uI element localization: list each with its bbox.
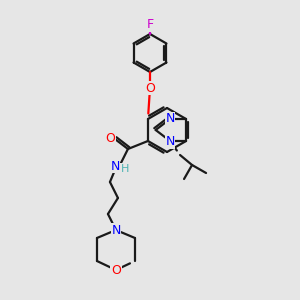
Text: O: O (105, 131, 115, 145)
Text: F: F (146, 19, 154, 32)
Text: N: N (111, 224, 121, 236)
Text: H: H (121, 164, 129, 174)
Text: N: N (165, 112, 175, 125)
Text: O: O (145, 82, 155, 94)
Text: O: O (111, 263, 121, 277)
Text: N: N (110, 160, 120, 172)
Text: N: N (165, 136, 175, 148)
